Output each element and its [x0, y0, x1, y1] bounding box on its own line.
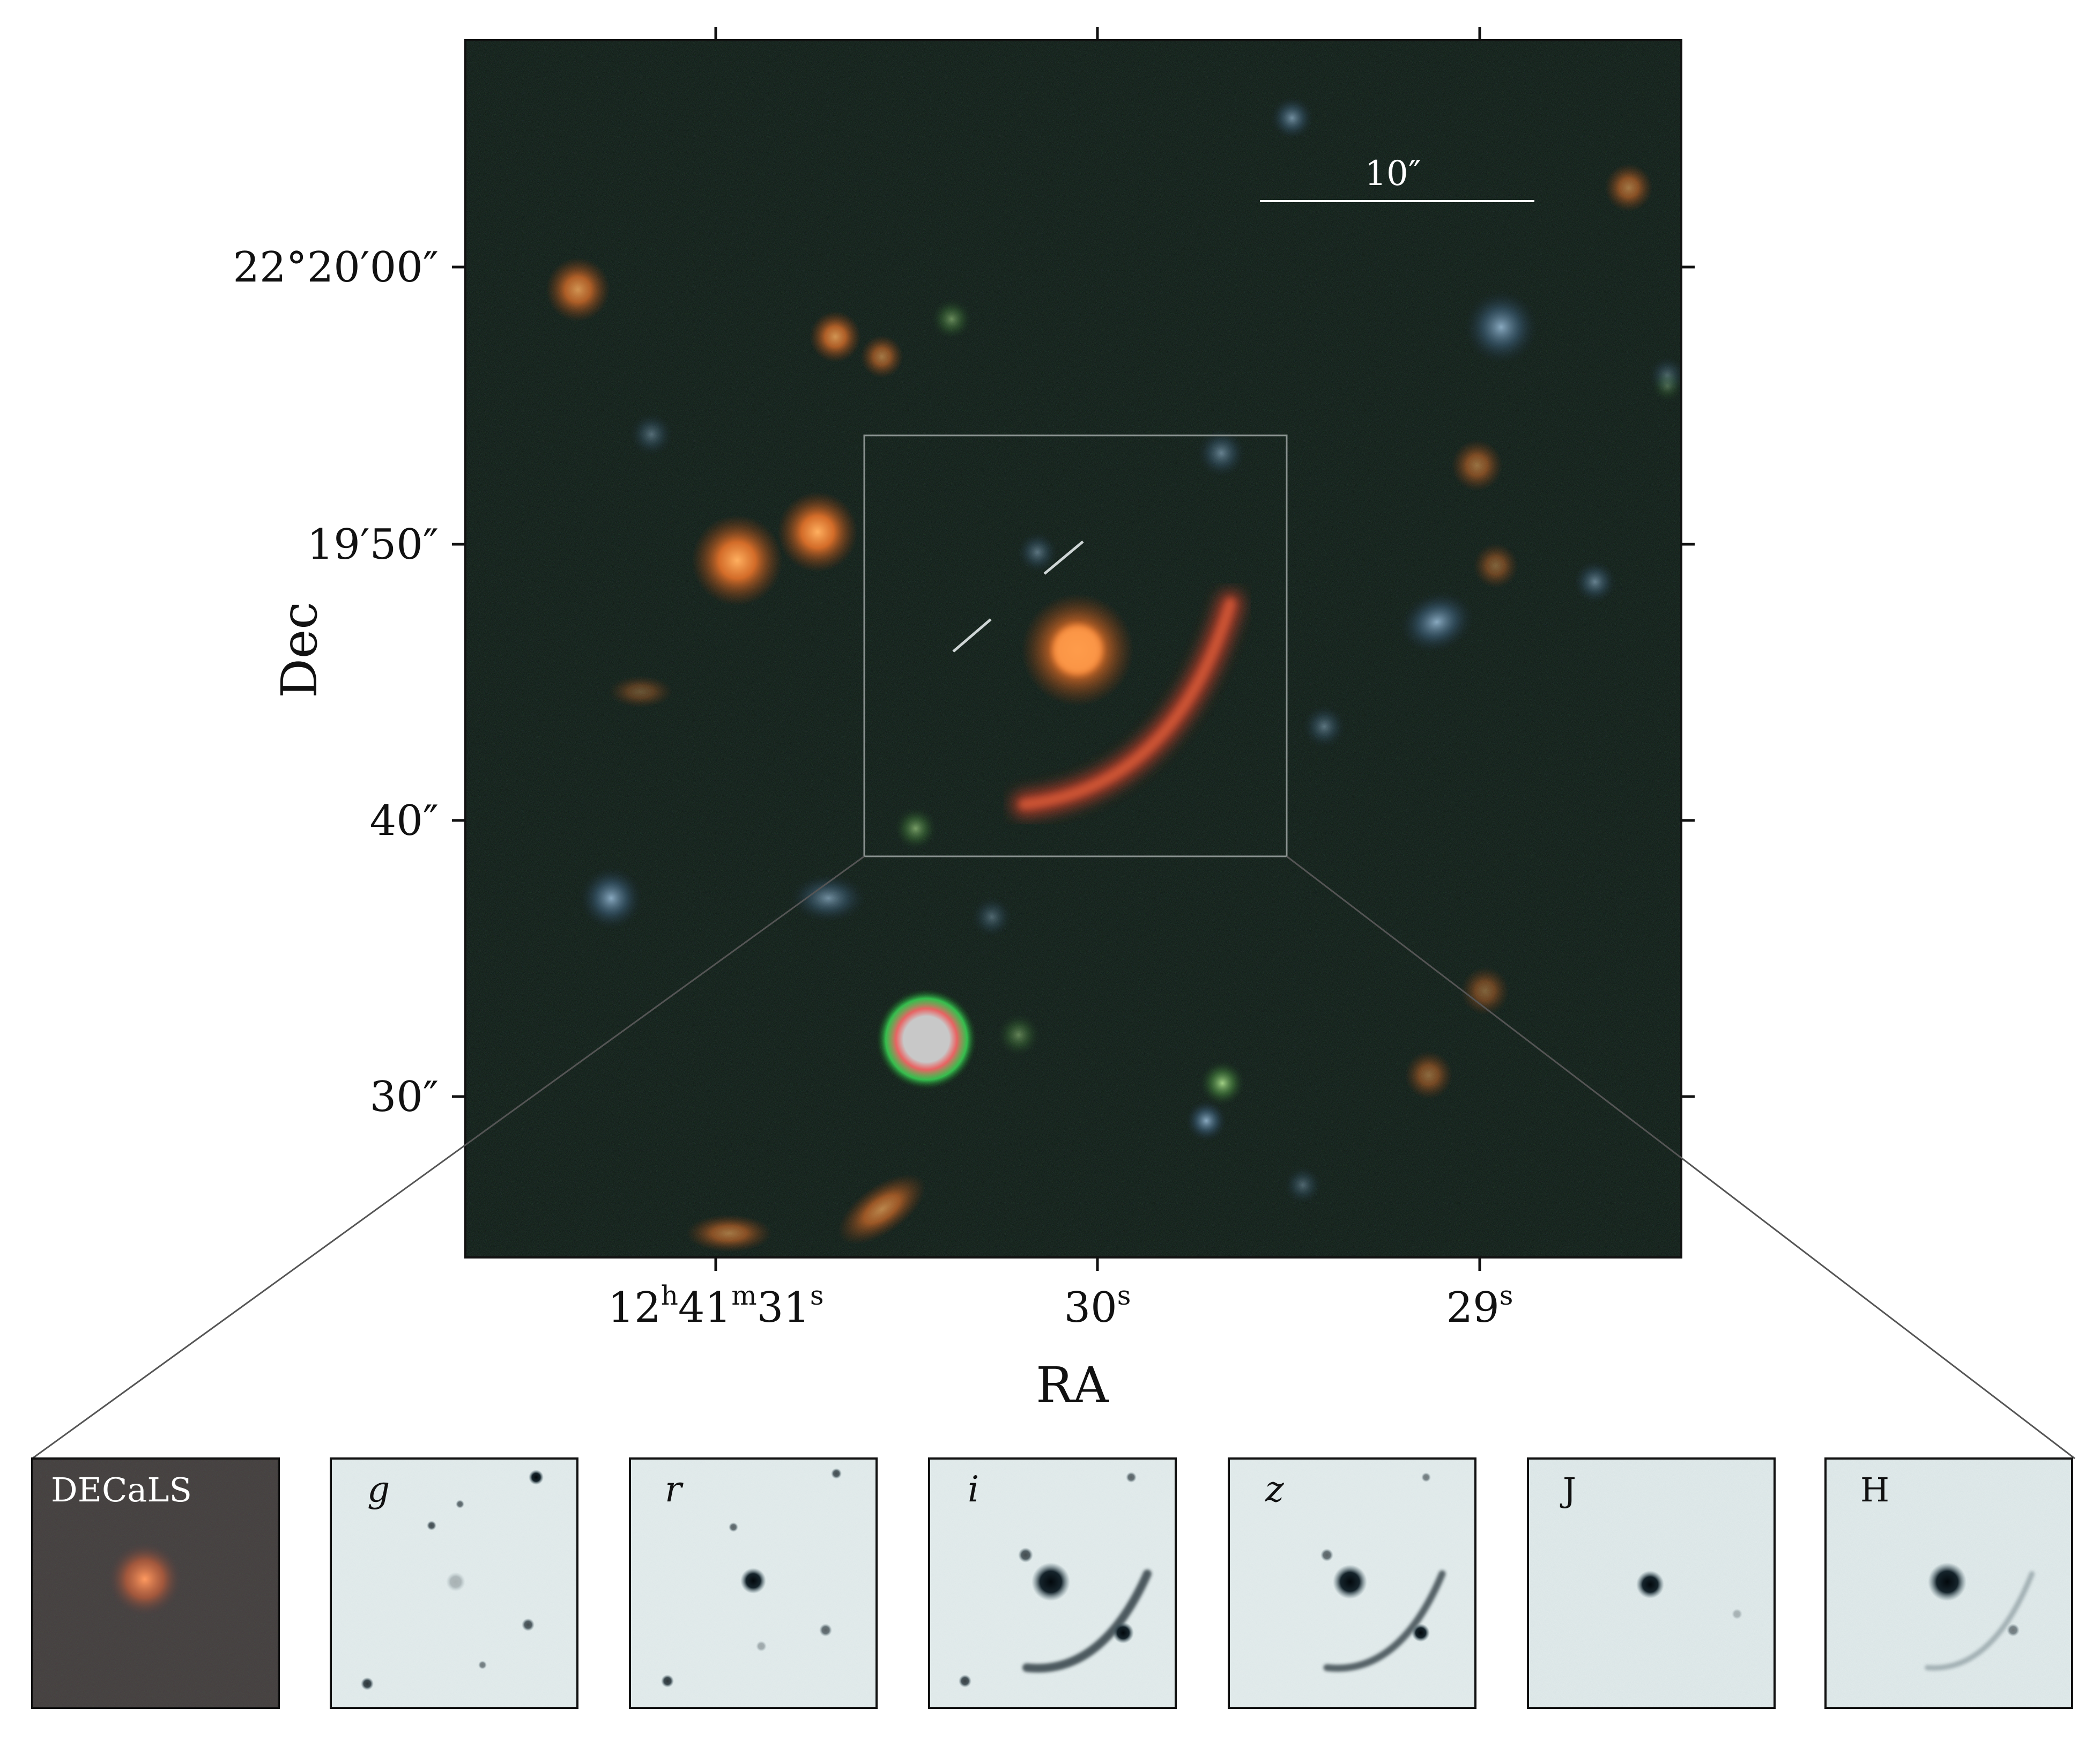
zoom-region-box — [863, 434, 1288, 857]
main-sky-image — [465, 40, 1681, 1257]
y-axis-title: Dec — [271, 602, 328, 698]
cutout-panel-decals: DECaLS — [31, 1457, 280, 1709]
cutout-label: J — [1560, 1470, 1576, 1509]
main-image-frame — [464, 39, 1682, 1259]
cutout-panel-h: H — [1824, 1457, 2073, 1709]
tick-marks — [452, 27, 1695, 1271]
x-tick-label: 30s — [1064, 1280, 1131, 1332]
zoom-connector-lines — [32, 855, 2075, 1460]
cutout-label: H — [1860, 1470, 1889, 1509]
cutout-strip: DECaLS g r — [31, 1457, 2073, 1709]
cutout-label: z — [1265, 1469, 1285, 1510]
cutout-panel-i: i — [928, 1457, 1177, 1709]
x-axis-title: RA — [1036, 1357, 1109, 1414]
cutout-label: DECaLS — [51, 1470, 192, 1509]
cutout-label: i — [968, 1469, 979, 1510]
cutout-panel-z: z — [1228, 1457, 1476, 1709]
cutout-panel-r: r — [629, 1457, 878, 1709]
y-tick-label: 30″ — [370, 1073, 439, 1121]
y-tick-label: 22°20′00″ — [233, 243, 439, 292]
x-tick-label: 29s — [1446, 1280, 1513, 1332]
cutout-panel-g: g — [330, 1457, 578, 1709]
x-tick-label: 12h41m31s — [607, 1280, 823, 1332]
y-tick-label: 19′50″ — [307, 521, 439, 569]
cutout-panel-j: J — [1527, 1457, 1776, 1709]
scale-bar-label: 10″ — [1364, 154, 1421, 194]
cutout-label: r — [665, 1469, 684, 1510]
cutout-label: g — [367, 1469, 390, 1510]
y-tick-label: 40″ — [370, 797, 439, 845]
